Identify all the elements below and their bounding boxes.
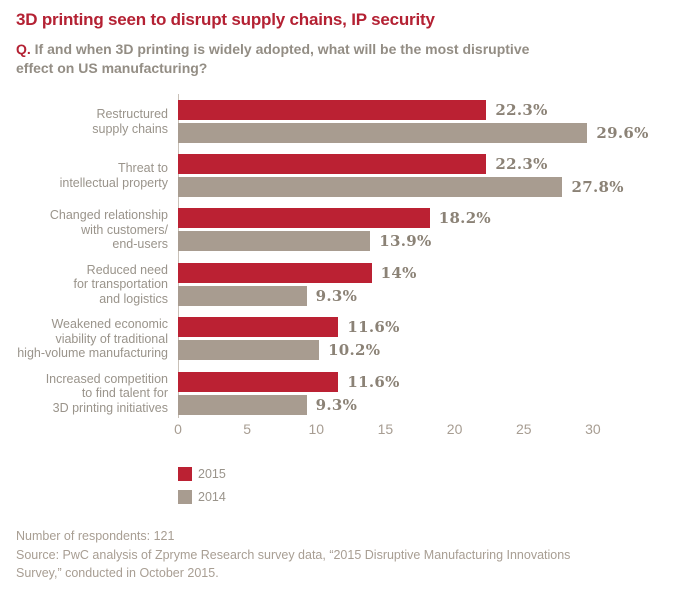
survey-question: Q. If and when 3D printing is widely ado… bbox=[16, 40, 536, 78]
bar-2014 bbox=[178, 394, 307, 415]
bar-row-2015: 22.3% bbox=[178, 100, 700, 120]
bar-row-2014: 13.9% bbox=[178, 231, 700, 251]
bar-group: Increased competition to find talent for… bbox=[0, 371, 700, 416]
category-label: Increased competition to find talent for… bbox=[0, 372, 178, 416]
bar-row-2015: 18.2% bbox=[178, 208, 700, 228]
bar-row-2014: 9.3% bbox=[178, 285, 700, 306]
x-tick-label: 0 bbox=[174, 421, 182, 437]
x-tick-label: 20 bbox=[446, 421, 463, 437]
y-axis-line bbox=[178, 94, 179, 418]
category-label-text: Reduced need for transportation and logi… bbox=[73, 262, 169, 306]
value-label: 13.9% bbox=[379, 232, 432, 250]
legend-swatch-2015 bbox=[178, 467, 192, 481]
x-tick-label: 5 bbox=[243, 421, 252, 437]
bar-row-2014: 10.2% bbox=[178, 340, 700, 360]
value-label: 18.2% bbox=[438, 209, 491, 227]
bar-2015 bbox=[178, 100, 487, 120]
bar-pair: 14% 9.3% bbox=[178, 262, 700, 307]
value-label: 9.3% bbox=[315, 286, 358, 305]
chart-footer: Number of respondents: 121 Source: PwC a… bbox=[16, 527, 676, 583]
value-label: 11.6% bbox=[347, 372, 400, 391]
value-label: 22.3% bbox=[495, 101, 548, 119]
bar-pair: 18.2% 13.9% bbox=[178, 208, 700, 252]
bar-2014 bbox=[178, 285, 307, 306]
bar-2014 bbox=[178, 340, 320, 360]
x-tick-label: 15 bbox=[377, 421, 394, 437]
bar-group: Threat to intellectual property 22.3% 27.8… bbox=[0, 154, 700, 197]
bar-group: Changed relationship with customers/ end… bbox=[0, 208, 700, 252]
value-label: 22.3% bbox=[495, 155, 548, 173]
category-label-text: Changed relationship with customers/ end… bbox=[49, 208, 168, 251]
value-label: 29.6% bbox=[596, 124, 649, 142]
category-label: Reduced need for transportation and logi… bbox=[0, 263, 178, 307]
x-axis-tick-labels: 0 5 10 15 20 25 30 bbox=[0, 421, 700, 439]
legend-item-2014: 2014 bbox=[178, 490, 226, 504]
source-note-line-2: Survey,” conducted in October 2015. bbox=[16, 566, 219, 580]
category-label: Threat to intellectual property bbox=[0, 154, 178, 197]
page-title: 3D printing seen to disrupt supply chain… bbox=[16, 10, 435, 29]
bar-2015 bbox=[178, 371, 339, 392]
bar-row-2015: 11.6% bbox=[178, 371, 700, 392]
bar-group: Weakened economic viability of tradition… bbox=[0, 317, 700, 361]
category-label-text: Threat to intellectual property bbox=[59, 161, 168, 190]
x-tick-label: 25 bbox=[515, 421, 532, 437]
bar-2014 bbox=[178, 231, 371, 251]
bar-2015 bbox=[178, 154, 487, 174]
value-label: 9.3% bbox=[315, 395, 358, 414]
question-line-2: effect on US manufacturing? bbox=[16, 60, 208, 76]
category-label-text: Increased competition to find talent for… bbox=[45, 371, 168, 415]
category-label: Weakened economic viability of tradition… bbox=[0, 317, 178, 361]
value-label: 10.2% bbox=[328, 341, 381, 359]
value-label: 27.8% bbox=[571, 178, 624, 196]
bar-2014 bbox=[178, 123, 588, 143]
x-tick-label: 10 bbox=[308, 421, 325, 437]
bar-2014 bbox=[178, 177, 563, 197]
chart-legend: 2015 2014 bbox=[178, 467, 226, 513]
source-note-line-1: Source: PwC analysis of Zpryme Research … bbox=[16, 547, 571, 562]
bar-row-2014: 29.6% bbox=[178, 123, 700, 143]
legend-swatch-2014 bbox=[178, 490, 192, 504]
category-label: Restructured supply chains bbox=[0, 100, 178, 143]
legend-label-2015: 2015 bbox=[198, 467, 226, 481]
legend-label-2014: 2014 bbox=[198, 490, 226, 504]
respondents-note: Number of respondents: 121 bbox=[16, 529, 175, 543]
bar-group: Reduced need for transportation and logi… bbox=[0, 262, 700, 307]
plot-area: Restructured supply chains 22.3% 29.6% Thre… bbox=[0, 100, 700, 426]
bar-pair: 22.3% 29.6% bbox=[178, 100, 700, 143]
value-label: 14% bbox=[380, 263, 417, 282]
category-label-text: Restructured supply chains bbox=[92, 107, 168, 136]
bar-pair: 22.3% 27.8% bbox=[178, 154, 700, 197]
bar-pair: 11.6% 9.3% bbox=[178, 371, 700, 416]
x-tick-label: 30 bbox=[585, 421, 601, 437]
bar-2015 bbox=[178, 208, 430, 228]
question-line-1: If and when 3D printing is widely adopte… bbox=[30, 41, 530, 57]
bar-row-2015: 14% bbox=[178, 262, 700, 283]
category-label-text: Weakened economic viability of tradition… bbox=[17, 317, 168, 360]
bar-row-2014: 9.3% bbox=[178, 394, 700, 415]
bar-pair: 11.6% 10.2% bbox=[178, 317, 700, 361]
bar-2015 bbox=[178, 262, 372, 283]
legend-item-2015: 2015 bbox=[178, 467, 226, 481]
bar-row-2015: 11.6% bbox=[178, 317, 700, 337]
bar-row-2015: 22.3% bbox=[178, 154, 700, 174]
bar-group: Restructured supply chains 22.3% 29.6% bbox=[0, 100, 700, 143]
value-label: 11.6% bbox=[347, 318, 400, 336]
bar-row-2014: 27.8% bbox=[178, 177, 700, 197]
category-label: Changed relationship with customers/ end… bbox=[0, 208, 178, 252]
question-prefix: Q. bbox=[16, 41, 31, 57]
bar-2015 bbox=[178, 317, 339, 337]
